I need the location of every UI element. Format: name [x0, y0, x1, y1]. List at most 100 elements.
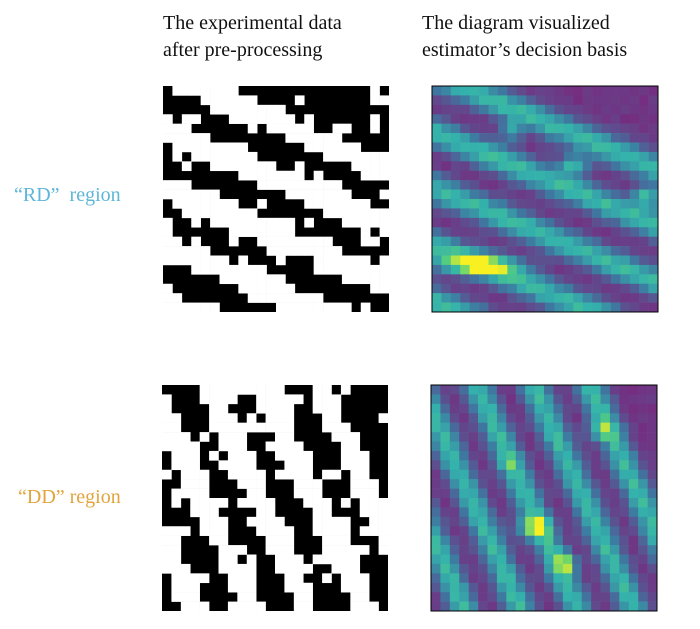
white-pixel — [285, 180, 296, 190]
heat-pixel — [628, 450, 639, 461]
heat-pixel — [497, 208, 508, 219]
heat-pixel — [496, 469, 507, 480]
heat-pixel — [600, 592, 611, 602]
heat-pixel — [535, 180, 546, 190]
white-pixel — [237, 479, 248, 489]
white-pixel — [294, 170, 305, 181]
white-pixel — [340, 563, 351, 574]
heat-pixel — [648, 208, 659, 219]
heat-pixel — [488, 217, 499, 228]
white-pixel — [313, 189, 324, 200]
heat-pixel — [497, 236, 508, 247]
heat-pixel — [516, 114, 527, 124]
heat-pixel — [563, 283, 574, 294]
heat-pixel — [600, 385, 611, 395]
white-pixel — [190, 573, 200, 584]
heat-pixel — [431, 479, 441, 489]
heat-pixel — [545, 246, 555, 256]
white-pixel — [293, 582, 304, 593]
white-pixel — [322, 413, 332, 423]
heat-pixel — [507, 283, 518, 294]
heat-pixel — [441, 293, 452, 303]
heat-pixel — [620, 189, 631, 200]
white-pixel — [171, 545, 182, 555]
heat-pixel — [639, 227, 649, 237]
heat-pixel — [449, 535, 460, 546]
heat-pixel — [431, 460, 441, 471]
heat-pixel — [487, 507, 498, 518]
white-pixel — [162, 441, 172, 452]
heat-pixel — [582, 264, 593, 275]
heat-pixel — [609, 545, 620, 555]
white-pixel — [331, 403, 342, 414]
heat-pixel — [620, 161, 631, 172]
heat-pixel — [647, 545, 658, 555]
heat-pixel — [468, 394, 479, 405]
white-pixel — [162, 554, 172, 565]
heat-pixel — [496, 385, 507, 395]
white-pixel — [340, 432, 351, 442]
white-pixel — [266, 114, 277, 124]
heat-pixel — [553, 563, 564, 574]
heat-pixel — [479, 95, 489, 106]
white-pixel — [313, 293, 324, 303]
heat-pixel — [609, 526, 620, 536]
white-pixel — [322, 422, 332, 433]
heat-pixel — [573, 227, 583, 237]
heat-pixel — [488, 123, 499, 134]
heat-pixel — [647, 450, 658, 461]
heat-pixel — [647, 403, 658, 414]
heat-pixel — [487, 516, 498, 527]
heat-pixel — [581, 479, 592, 489]
heat-pixel — [478, 563, 488, 574]
heat-pixel — [460, 236, 470, 247]
white-pixel — [227, 422, 238, 433]
white-pixel — [210, 217, 220, 228]
heat-pixel — [497, 170, 508, 181]
white-pixel — [219, 217, 230, 228]
white-pixel — [275, 403, 285, 414]
heat-pixel — [628, 385, 639, 395]
heat-pixel — [460, 161, 470, 172]
heat-pixel — [554, 199, 565, 209]
heat-pixel — [573, 236, 583, 247]
white-pixel — [275, 554, 285, 565]
white-pixel — [379, 264, 390, 275]
white-pixel — [228, 227, 239, 237]
heat-pixel — [478, 498, 488, 508]
white-pixel — [323, 236, 333, 247]
heat-pixel — [648, 283, 659, 294]
heat-pixel — [554, 293, 565, 303]
white-pixel — [228, 142, 239, 153]
heat-pixel — [600, 441, 611, 452]
white-pixel — [219, 86, 230, 96]
heat-pixel — [478, 601, 488, 612]
white-pixel — [210, 208, 220, 219]
heat-pixel — [440, 385, 451, 395]
heat-pixel — [582, 161, 593, 172]
heat-pixel — [440, 554, 451, 565]
heat-pixel — [534, 601, 545, 612]
heat-pixel — [639, 274, 649, 285]
heat-pixel — [554, 217, 565, 228]
white-pixel — [266, 217, 277, 228]
heat-pixel — [431, 563, 441, 574]
white-pixel — [370, 114, 380, 124]
heat-pixel — [478, 394, 488, 405]
white-pixel — [284, 413, 295, 423]
heat-pixel — [553, 450, 564, 461]
heat-pixel — [468, 441, 479, 452]
white-pixel — [331, 545, 342, 555]
white-pixel — [293, 488, 304, 499]
white-pixel — [350, 573, 361, 584]
heat-pixel — [487, 554, 498, 565]
heat-pixel — [431, 592, 441, 602]
heat-pixel — [573, 161, 583, 172]
heat-pixel — [554, 246, 565, 256]
heat-pixel — [619, 488, 630, 499]
white-pixel — [340, 554, 351, 565]
white-pixel — [313, 133, 324, 143]
heat-pixel — [620, 264, 631, 275]
heat-pixel — [544, 469, 554, 480]
